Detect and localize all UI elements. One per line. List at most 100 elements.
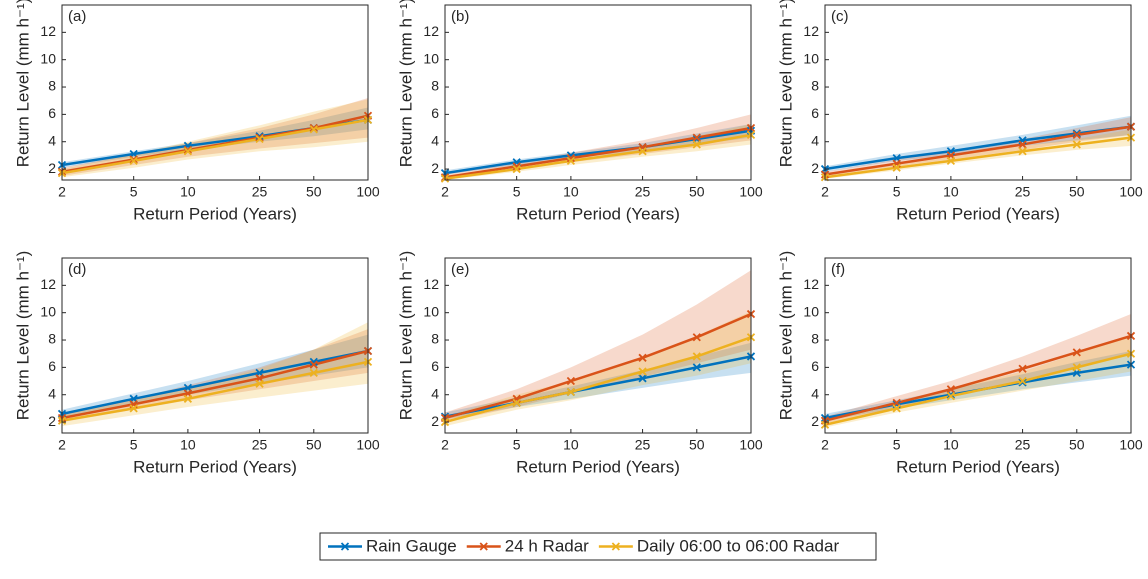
y-axis-label: Return Level (mm h⁻¹): [396, 251, 415, 421]
marker: [255, 132, 264, 141]
marker: [566, 153, 576, 163]
series-line: [445, 129, 751, 175]
y-tick-label: 12: [40, 276, 56, 292]
confidence-band: [825, 117, 1131, 176]
legend-label: 24 h Radar: [505, 536, 589, 555]
axes-box: [824, 4, 1132, 181]
y-tick-label: 8: [431, 78, 439, 94]
y-tick-label: 6: [48, 105, 56, 121]
legend-marker: [340, 542, 350, 551]
marker: [1072, 140, 1081, 149]
y-tick-label: 4: [811, 132, 819, 148]
y-tick-label: 2: [48, 413, 56, 429]
x-axis-label: Return Period (Years): [896, 204, 1060, 223]
confidence-band: [445, 114, 751, 180]
x-tick-label: 10: [563, 437, 579, 453]
x-tick-label: 5: [513, 184, 521, 200]
y-tick-label: 10: [803, 50, 819, 66]
legend-label: Daily 06:00 to 06:00 Radar: [637, 536, 840, 555]
axes-box: [61, 4, 369, 181]
y-axis-label: Return Level (mm h⁻¹): [776, 251, 795, 421]
y-tick-label: 12: [423, 23, 439, 39]
y-tick-label: 10: [803, 303, 819, 319]
marker: [566, 156, 576, 165]
marker: [255, 379, 264, 388]
x-tick-label: 2: [441, 184, 449, 200]
y-tick-label: 4: [48, 132, 56, 148]
marker: [183, 145, 193, 155]
x-tick-label: 50: [306, 184, 322, 200]
y-tick-label: 10: [423, 303, 439, 319]
marker: [255, 134, 264, 144]
marker: [255, 133, 264, 142]
y-tick-label: 10: [423, 50, 439, 66]
series-line: [62, 114, 368, 174]
y-tick-label: 12: [803, 23, 819, 39]
marker: [1072, 363, 1081, 372]
confidence-band: [825, 314, 1131, 424]
marker: [946, 156, 956, 165]
y-tick-label: 4: [48, 385, 56, 401]
y-tick-label: 6: [431, 105, 439, 121]
y-tick-label: 6: [431, 358, 439, 374]
marker: [946, 391, 956, 401]
x-tick-label: 2: [58, 184, 66, 200]
series-line: [445, 133, 751, 180]
x-tick-label: 5: [893, 184, 901, 200]
x-axis-label: Return Period (Years): [133, 204, 297, 223]
y-tick-label: 8: [48, 331, 56, 347]
marker: [692, 333, 701, 342]
panel-label: (d): [68, 261, 86, 278]
marker: [309, 125, 318, 134]
x-tick-label: 10: [943, 184, 959, 200]
y-tick-label: 2: [811, 160, 819, 176]
x-tick-label: 100: [739, 437, 763, 453]
marker: [1018, 378, 1027, 387]
marker: [1018, 376, 1027, 386]
y-tick-label: 6: [811, 358, 819, 374]
y-axis-label: Return Level (mm h⁻¹): [13, 251, 32, 421]
plot-area: [62, 322, 368, 427]
series-line: [445, 336, 751, 424]
marker: [892, 163, 901, 172]
x-axis-label: Return Period (Years): [516, 457, 680, 476]
marker: [692, 140, 701, 149]
y-tick-label: 10: [40, 303, 56, 319]
axes-box: [61, 257, 369, 434]
legend-marker: [479, 542, 488, 551]
y-axis-label: Return Level (mm h⁻¹): [776, 0, 795, 167]
legend-box: [319, 532, 877, 561]
x-axis-label: Return Period (Years): [516, 204, 680, 223]
x-tick-label: 100: [356, 437, 380, 453]
confidence-band: [445, 342, 751, 420]
panel-label: (b): [451, 8, 469, 25]
y-tick-label: 4: [811, 385, 819, 401]
x-tick-label: 10: [563, 184, 579, 200]
x-axis-label: Return Period (Years): [133, 457, 297, 476]
plot-area: [825, 314, 1131, 428]
marker: [512, 164, 521, 174]
x-tick-label: 100: [739, 184, 763, 200]
x-tick-label: 50: [306, 437, 322, 453]
marker: [566, 387, 576, 397]
marker: [1072, 130, 1081, 140]
marker: [638, 367, 647, 376]
marker: [309, 123, 318, 133]
x-axis-label: Return Period (Years): [896, 457, 1060, 476]
y-tick-label: 8: [811, 78, 819, 94]
x-tick-label: 2: [58, 437, 66, 453]
y-axis-label: Return Level (mm h⁻¹): [396, 0, 415, 167]
x-tick-label: 100: [356, 184, 380, 200]
marker: [892, 404, 901, 413]
y-tick-label: 8: [811, 331, 819, 347]
marker: [946, 385, 956, 394]
panel-label: (c): [831, 8, 849, 25]
series-line: [825, 334, 1131, 422]
marker: [309, 360, 318, 369]
y-tick-label: 12: [803, 276, 819, 292]
y-tick-label: 8: [431, 331, 439, 347]
